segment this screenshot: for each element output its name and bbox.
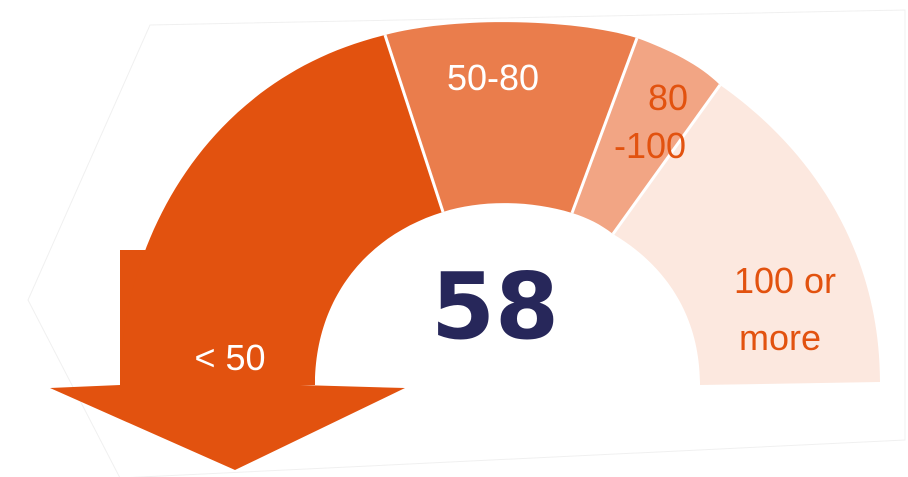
segment-label-50-80: 50-80 — [447, 57, 539, 98]
segment-label-lt50: < 50 — [194, 337, 265, 378]
segment-label-100-or-more-line2: more — [739, 317, 821, 358]
segment-label-80-100-line1: 80 — [648, 77, 688, 118]
segment-80-100 — [572, 38, 720, 234]
segment-dividers — [383, 34, 722, 235]
segment-label-100-or-more-line1: 100 or — [734, 260, 836, 301]
segment-label-80-100-line2: -100 — [614, 125, 686, 166]
segment-100-or-more — [613, 85, 880, 385]
gauge-value: 58 — [431, 253, 559, 360]
segment-lt50 — [120, 35, 443, 385]
segment-50-80 — [385, 22, 637, 213]
